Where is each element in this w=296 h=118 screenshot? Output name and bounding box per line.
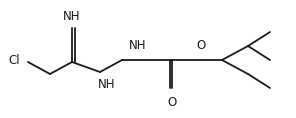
Text: O: O	[167, 96, 177, 109]
Text: NH: NH	[129, 39, 147, 52]
Text: NH: NH	[63, 10, 81, 23]
Text: Cl: Cl	[8, 53, 20, 67]
Text: NH: NH	[98, 78, 116, 91]
Text: O: O	[196, 39, 206, 52]
